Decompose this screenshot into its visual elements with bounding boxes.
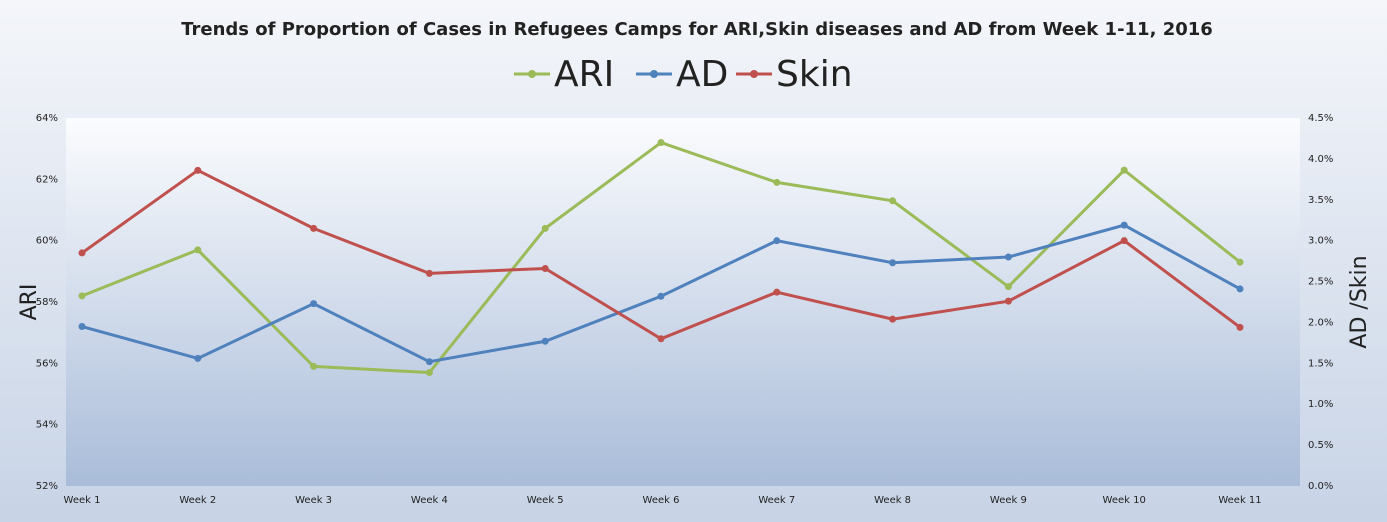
data-point bbox=[773, 288, 781, 296]
data-point bbox=[1236, 258, 1244, 266]
y2-tick-label: 4.5% bbox=[1308, 113, 1333, 124]
y2-axis-label: AD /Skin bbox=[1347, 255, 1372, 348]
x-tick-label: Week 11 bbox=[1218, 495, 1261, 506]
legend-label: AD bbox=[676, 54, 728, 95]
y-tick-label: 60% bbox=[36, 236, 58, 247]
data-point bbox=[78, 249, 86, 257]
data-point bbox=[1120, 237, 1128, 245]
data-point bbox=[78, 323, 86, 331]
plot-area bbox=[66, 118, 1300, 486]
data-point bbox=[78, 292, 86, 300]
data-point bbox=[773, 237, 781, 245]
y2-tick-label: 2.0% bbox=[1308, 317, 1333, 328]
y-tick-label: 64% bbox=[36, 113, 58, 124]
data-point bbox=[1004, 283, 1012, 291]
y2-tick-label: 0.5% bbox=[1308, 440, 1333, 451]
y2-tick-label: 3.5% bbox=[1308, 195, 1333, 206]
data-point bbox=[1120, 221, 1128, 229]
data-point bbox=[889, 259, 897, 267]
data-point bbox=[1236, 323, 1244, 331]
legend-marker bbox=[750, 70, 758, 78]
data-point bbox=[541, 264, 549, 272]
y-tick-label: 56% bbox=[36, 358, 58, 369]
x-tick-label: Week 1 bbox=[64, 495, 101, 506]
x-tick-label: Week 3 bbox=[295, 495, 332, 506]
data-point bbox=[541, 224, 549, 232]
y-tick-label: 52% bbox=[36, 481, 58, 492]
y-axis-label: ARI bbox=[17, 284, 42, 321]
x-tick-label: Week 5 bbox=[527, 495, 564, 506]
x-tick-label: Week 7 bbox=[758, 495, 795, 506]
y-tick-label: 54% bbox=[36, 420, 58, 431]
data-point bbox=[194, 354, 202, 362]
data-point bbox=[425, 269, 433, 277]
data-point bbox=[1004, 253, 1012, 261]
data-point bbox=[1004, 297, 1012, 305]
data-point bbox=[194, 246, 202, 254]
legend-label: Skin bbox=[776, 54, 853, 95]
data-point bbox=[541, 337, 549, 345]
data-point bbox=[310, 300, 318, 308]
data-point bbox=[310, 224, 318, 232]
data-point bbox=[425, 358, 433, 366]
x-tick-label: Week 9 bbox=[990, 495, 1027, 506]
y2-tick-label: 4.0% bbox=[1308, 154, 1333, 165]
x-tick-label: Week 2 bbox=[179, 495, 216, 506]
data-point bbox=[657, 292, 665, 300]
data-point bbox=[889, 315, 897, 323]
data-point bbox=[773, 178, 781, 186]
y2-tick-label: 3.0% bbox=[1308, 236, 1333, 247]
y2-tick-label: 1.0% bbox=[1308, 399, 1333, 410]
y-tick-label: 62% bbox=[36, 174, 58, 185]
legend-label: ARI bbox=[554, 54, 614, 95]
legend-marker bbox=[528, 70, 536, 78]
data-point bbox=[194, 166, 202, 174]
x-tick-label: Week 10 bbox=[1103, 495, 1146, 506]
legend-marker bbox=[650, 70, 658, 78]
y-tick-label: 58% bbox=[36, 297, 58, 308]
x-tick-label: Week 4 bbox=[411, 495, 448, 506]
data-point bbox=[657, 139, 665, 147]
data-point bbox=[1236, 285, 1244, 293]
data-point bbox=[889, 197, 897, 205]
data-point bbox=[1120, 166, 1128, 174]
chart-title: Trends of Proportion of Cases in Refugee… bbox=[181, 19, 1213, 40]
x-tick-label: Week 8 bbox=[874, 495, 911, 506]
x-tick-label: Week 6 bbox=[643, 495, 680, 506]
data-point bbox=[657, 335, 665, 343]
data-point bbox=[310, 362, 318, 370]
data-point bbox=[425, 369, 433, 377]
y2-tick-label: 0.0% bbox=[1308, 481, 1333, 492]
y2-tick-label: 2.5% bbox=[1308, 277, 1333, 288]
y2-tick-label: 1.5% bbox=[1308, 358, 1333, 369]
